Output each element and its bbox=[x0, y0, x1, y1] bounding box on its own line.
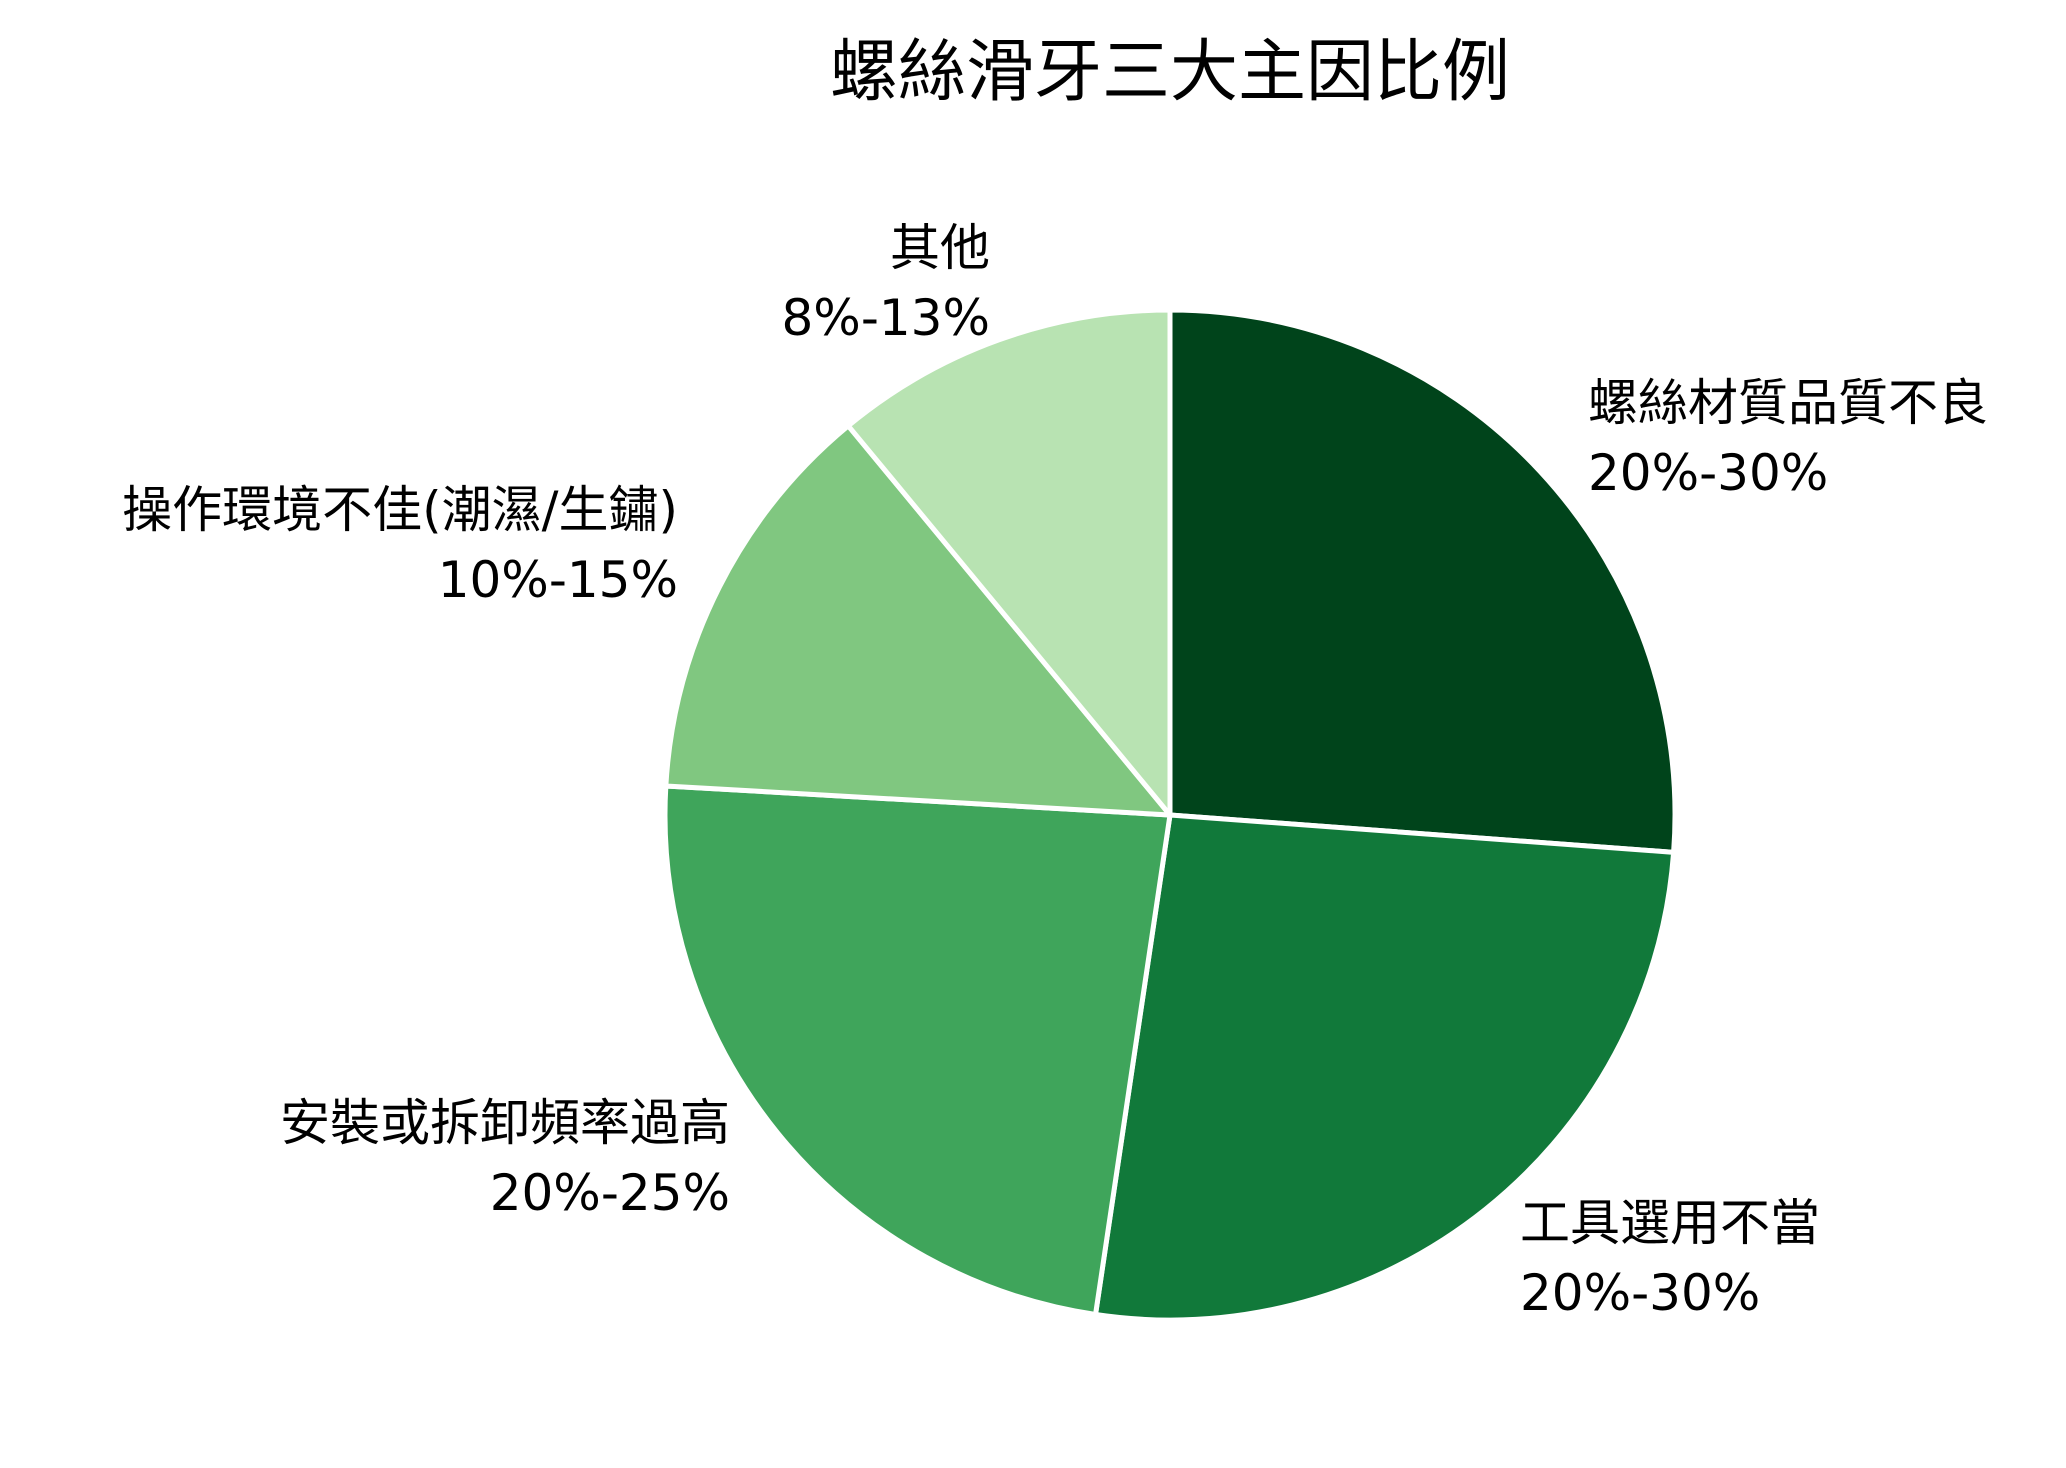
slice-percent-label: 8%-13% bbox=[782, 289, 991, 347]
slice-label: 其他 bbox=[890, 219, 990, 277]
pie-slice bbox=[1167, 307, 1678, 855]
pie-slices bbox=[662, 307, 1678, 1323]
slice-label: 工具選用不當 bbox=[1520, 1194, 1820, 1252]
pie-slice bbox=[1093, 812, 1677, 1323]
slice-labels: 螺絲材質品質不良 20%-30% 工具選用不當 20%-30% 安裝或拆卸頻率過高 20%… bbox=[122, 219, 1988, 1322]
slice-label: 操作環境不佳(潮濕/生鏽) bbox=[122, 481, 678, 539]
slice-percent-label: 20%-30% bbox=[1520, 1264, 1760, 1322]
pie-slice bbox=[663, 423, 1173, 818]
slice-percent-label: 20%-25% bbox=[490, 1164, 730, 1222]
pie-slice bbox=[845, 307, 1173, 818]
slice-percent-label: 20%-30% bbox=[1588, 444, 1828, 502]
slice-label: 螺絲材質品質不良 bbox=[1588, 374, 1988, 432]
pie-slice bbox=[662, 783, 1173, 1317]
chart-title: 螺絲滑牙三大主因比例 bbox=[830, 33, 1510, 112]
slice-percent-label: 10%-15% bbox=[438, 551, 678, 609]
slice-label: 安裝或拆卸頻率過高 bbox=[280, 1094, 730, 1152]
